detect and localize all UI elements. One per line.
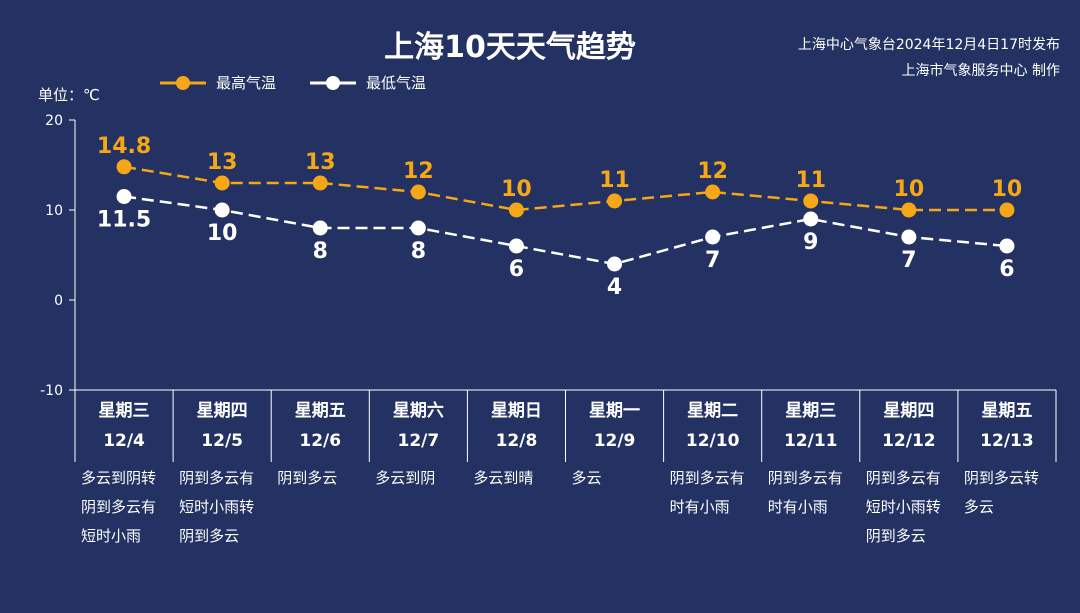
day-column-header: 星期五 12/6 bbox=[271, 396, 369, 456]
series-low-point bbox=[607, 256, 623, 272]
publisher-line-1: 上海中心气象台2024年12月4日17时发布 bbox=[797, 37, 1060, 53]
series-low-point bbox=[312, 220, 328, 236]
weekday-label: 星期六 bbox=[392, 401, 444, 421]
series-high-line bbox=[123, 165, 1007, 212]
series-high-data-label: 10 bbox=[501, 177, 532, 202]
chart-title: 上海10天天气趋势 bbox=[384, 30, 636, 65]
weekday-label: 星期四 bbox=[196, 401, 248, 421]
series-low-point bbox=[803, 211, 819, 227]
weather-description: 多云到阴转 阴到多云有 短时小雨 bbox=[81, 469, 157, 545]
series-high-point bbox=[803, 193, 819, 209]
weekday-label: 星期一 bbox=[589, 401, 641, 421]
series-low-point bbox=[508, 238, 524, 254]
series-low-point bbox=[214, 202, 230, 218]
series-high-point bbox=[312, 175, 328, 191]
series-low-point bbox=[901, 229, 917, 245]
weather-description: 阴到多云有 时有小雨 bbox=[767, 469, 843, 516]
weekday-label: 星期四 bbox=[883, 401, 935, 421]
series-high-data-label: 14.8 bbox=[97, 134, 151, 159]
date-label: 12/10 bbox=[685, 431, 740, 451]
series-low-line bbox=[123, 195, 1008, 266]
series-high-point bbox=[508, 202, 524, 218]
weather-description: 阴到多云 bbox=[277, 469, 338, 487]
series-high-point bbox=[410, 184, 426, 200]
y-tick-label: 20 bbox=[45, 113, 63, 129]
weather-description: 阴到多云有 时有小雨 bbox=[669, 469, 745, 516]
day-column-header: 星期三 12/11 bbox=[762, 396, 860, 456]
weather-description: 多云 bbox=[571, 469, 602, 487]
weather-description: 阴到多云有 短时小雨转 阴到多云 bbox=[179, 469, 255, 545]
legend-low-label: 最低气温 bbox=[366, 74, 427, 92]
legend-low: 最低气温 bbox=[310, 72, 426, 93]
weekday-label: 星期日 bbox=[490, 401, 542, 421]
series-high-data-label: 13 bbox=[305, 150, 336, 175]
series-low-data-label: 7 bbox=[901, 248, 916, 273]
series-low-data-label: 10 bbox=[207, 221, 238, 246]
day-column-header: 星期六 12/7 bbox=[369, 396, 467, 456]
series-low-data-label: 8 bbox=[411, 239, 426, 264]
series-high-point bbox=[901, 202, 917, 218]
day-column-header: 星期四 12/5 bbox=[173, 396, 271, 456]
weekday-label: 星期五 bbox=[981, 401, 1033, 421]
date-label: 12/13 bbox=[980, 431, 1034, 451]
weekday-label: 星期五 bbox=[294, 401, 346, 421]
weather-description: 阴到多云转 多云 bbox=[963, 469, 1039, 516]
legend-high: 最高气温 bbox=[160, 72, 276, 93]
date-label: 12/5 bbox=[201, 431, 243, 451]
unit-label: 单位：℃ bbox=[38, 86, 100, 104]
series-high-data-label: 13 bbox=[207, 150, 238, 175]
date-label: 12/11 bbox=[783, 431, 838, 451]
series-low-data-label: 9 bbox=[803, 230, 818, 255]
weather-description: 阴到多云有 短时小雨转 阴到多云 bbox=[865, 469, 941, 545]
series-high-data-label: 11 bbox=[795, 168, 826, 193]
series-low-point bbox=[705, 229, 721, 245]
day-column-header: 星期四 12/12 bbox=[860, 396, 958, 456]
series-high-data-label: 10 bbox=[894, 177, 925, 202]
series-high-data-label: 12 bbox=[403, 159, 434, 184]
date-label: 12/7 bbox=[397, 431, 440, 451]
legend-low-marker-icon bbox=[310, 75, 356, 90]
series-high-point bbox=[116, 159, 132, 175]
date-label: 12/4 bbox=[103, 431, 145, 451]
day-column-header: 星期日 12/8 bbox=[467, 396, 565, 456]
series-high-data-label: 12 bbox=[697, 159, 728, 184]
date-label: 12/6 bbox=[299, 431, 342, 451]
legend-high-label: 最高气温 bbox=[216, 74, 277, 92]
series-high-point bbox=[705, 184, 721, 200]
y-tick-label: 0 bbox=[54, 293, 63, 309]
series-low-point bbox=[116, 189, 132, 204]
series-low-point bbox=[999, 238, 1015, 254]
series-high-data-label: 10 bbox=[992, 177, 1023, 202]
series-low-data-label: 11.5 bbox=[97, 208, 151, 233]
y-tick-label: 10 bbox=[45, 203, 63, 219]
weekday-label: 星期三 bbox=[785, 401, 837, 421]
weather-description: 多云到晴 bbox=[473, 469, 534, 487]
weekday-label: 星期二 bbox=[687, 401, 739, 421]
series-low-data-label: 8 bbox=[313, 239, 328, 264]
series-low-point bbox=[410, 220, 426, 236]
series-low-data-label: 7 bbox=[705, 248, 720, 273]
series-low-data-label: 6 bbox=[509, 257, 524, 282]
date-label: 12/8 bbox=[495, 431, 538, 451]
day-column-header: 星期二 12/10 bbox=[664, 396, 762, 456]
series-low-data-label: 4 bbox=[607, 275, 622, 300]
series-high-data-label: 11 bbox=[599, 168, 630, 193]
y-tick-label: -10 bbox=[40, 383, 63, 399]
series-low-data-label: 6 bbox=[999, 257, 1014, 282]
series-high-point bbox=[214, 175, 230, 191]
day-column-header: 星期三 12/4 bbox=[75, 396, 173, 456]
weekday-label: 星期三 bbox=[98, 401, 150, 421]
day-column-header: 星期五 12/13 bbox=[958, 396, 1056, 456]
weather-description: 多云到阴 bbox=[375, 469, 436, 487]
day-column-header: 星期一 12/9 bbox=[566, 396, 664, 456]
date-label: 12/12 bbox=[882, 431, 936, 451]
series-high-point bbox=[607, 193, 623, 209]
date-label: 12/9 bbox=[593, 431, 636, 451]
series-high-point bbox=[999, 202, 1015, 218]
legend-high-marker-icon bbox=[160, 75, 206, 90]
publisher-line-2: 上海市气象服务中心 制作 bbox=[901, 63, 1060, 79]
